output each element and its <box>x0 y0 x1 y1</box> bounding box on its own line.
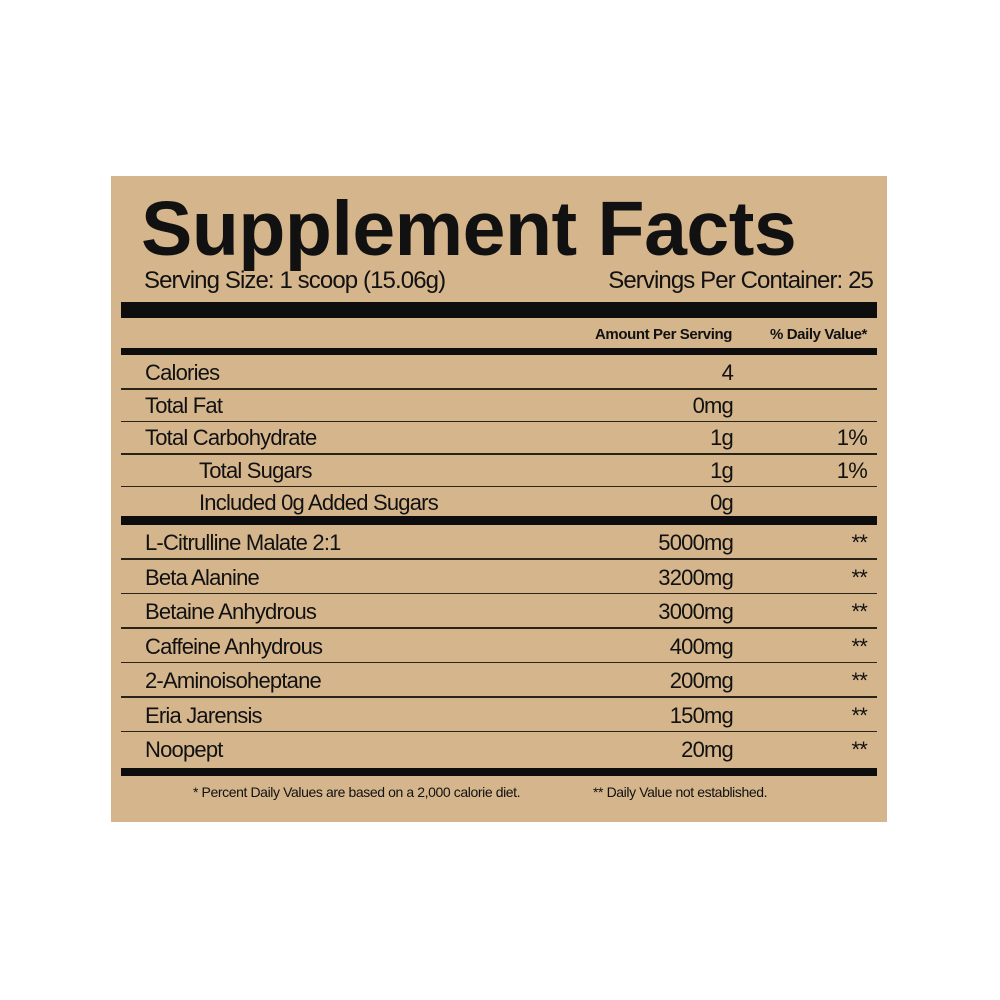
amount-per-serving: 4 <box>721 360 734 385</box>
amount-per-serving: 400mg <box>669 633 734 659</box>
row-divider <box>121 453 877 455</box>
nutrient-name: Total Fat <box>145 392 223 418</box>
amount-per-serving: 0g <box>710 490 734 515</box>
nutrient-name: Noopept <box>145 737 223 762</box>
nutrient-name: Total Sugars <box>199 457 313 483</box>
nutrient-name: Included 0g Added Sugars <box>199 490 439 515</box>
table-row: Beta Alanine 3200mg ** <box>121 560 877 592</box>
row-divider <box>121 592 877 594</box>
table-row: Included 0g Added Sugars 0g <box>121 485 877 517</box>
row-divider <box>121 388 877 390</box>
row-divider <box>121 627 877 629</box>
amount-per-serving: 3000mg <box>658 599 733 624</box>
table-row: Total Sugars 1g 1% <box>121 453 877 485</box>
column-header-daily-value: % Daily Value* <box>770 326 867 343</box>
nutrient-name: Beta Alanine <box>145 564 260 590</box>
amount-per-serving: 1g <box>710 425 734 450</box>
divider-thick <box>121 516 877 525</box>
nutrient-name: Total Carbohydrate <box>145 425 317 450</box>
amount-per-serving: 150mg <box>669 702 734 728</box>
amount-per-serving: 20mg <box>681 737 734 762</box>
row-divider <box>121 558 877 560</box>
daily-value: ** <box>851 633 867 659</box>
amount-per-serving: 0mg <box>692 392 734 418</box>
supplement-facts-label: Supplement Facts Serving Size: 1 scoop (… <box>111 176 887 822</box>
serving-size: Serving Size: 1 scoop (15.06g) <box>144 267 446 294</box>
table-row: L-Citrulline Malate 2:1 5000mg ** <box>121 525 877 557</box>
daily-value: 1% <box>836 457 868 483</box>
table-row: Eria Jarensis 150mg ** <box>121 698 877 730</box>
column-header-amount: Amount Per Serving <box>595 326 732 343</box>
table-row: 2-Aminoisoheptane 200mg ** <box>121 663 877 695</box>
servings-per-container: Servings Per Container: 25 <box>608 267 874 294</box>
table-row: Total Fat 0mg <box>121 388 877 420</box>
amount-per-serving: 1g <box>710 457 734 483</box>
daily-value: ** <box>851 668 867 693</box>
nutrient-name: Betaine Anhydrous <box>145 599 317 624</box>
row-divider <box>121 730 877 732</box>
table-row: Noopept 20mg ** <box>121 732 877 764</box>
nutrient-name: L-Citrulline Malate 2:1 <box>145 530 341 555</box>
row-divider <box>121 696 877 698</box>
table-row: Caffeine Anhydrous 400mg ** <box>121 629 877 661</box>
divider-medium <box>121 348 877 355</box>
daily-value: ** <box>851 737 867 762</box>
daily-value: ** <box>851 702 867 728</box>
table-row: Calories 4 <box>121 355 877 387</box>
table-row: Betaine Anhydrous 3000mg ** <box>121 594 877 626</box>
amount-per-serving: 200mg <box>669 668 734 693</box>
nutrient-name: Calories <box>145 360 220 385</box>
row-divider <box>121 420 877 422</box>
amount-per-serving: 3200mg <box>658 564 733 590</box>
divider-thick <box>121 768 877 776</box>
nutrient-name: Caffeine Anhydrous <box>145 633 323 659</box>
row-divider <box>121 485 877 487</box>
footnote-daily-values: * Percent Daily Values are based on a 2,… <box>193 784 521 800</box>
daily-value: ** <box>851 564 867 590</box>
amount-per-serving: 5000mg <box>658 530 733 555</box>
nutrient-name: 2-Aminoisoheptane <box>145 668 322 693</box>
nutrient-name: Eria Jarensis <box>145 702 263 728</box>
daily-value: 1% <box>836 425 868 450</box>
footnote-not-established: ** Daily Value not established. <box>593 784 768 800</box>
divider-thick <box>121 302 877 318</box>
daily-value: ** <box>851 599 867 624</box>
table-row: Total Carbohydrate 1g 1% <box>121 420 877 452</box>
daily-value: ** <box>851 530 867 555</box>
row-divider <box>121 661 877 663</box>
label-title: Supplement Facts <box>141 186 797 272</box>
